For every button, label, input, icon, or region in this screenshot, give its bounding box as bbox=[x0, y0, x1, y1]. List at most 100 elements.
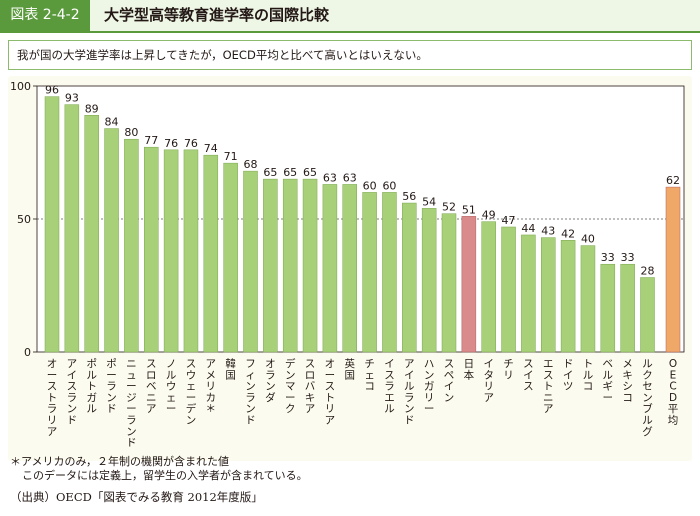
category-label: トルコ bbox=[583, 358, 594, 393]
bar bbox=[665, 186, 681, 353]
category-label: フィンランド bbox=[245, 358, 256, 427]
value-label: 40 bbox=[581, 233, 595, 246]
y-tick-label: 100 bbox=[10, 80, 31, 93]
category-label: スイス bbox=[523, 358, 534, 393]
bar bbox=[541, 237, 556, 353]
category-label: イタリア bbox=[483, 358, 494, 404]
bar bbox=[382, 192, 397, 353]
category-label: ドイツ bbox=[563, 358, 574, 393]
category-label: ベルギー bbox=[603, 358, 614, 404]
bar bbox=[183, 149, 199, 353]
value-label: 44 bbox=[521, 222, 535, 235]
bar bbox=[124, 138, 139, 353]
footnote-line-2: このデータには定義上，留学生の入学者が含まれている。 bbox=[22, 469, 308, 482]
bar bbox=[223, 162, 238, 353]
category-label: アイスランド bbox=[67, 358, 78, 427]
category-label: オーストリア bbox=[325, 358, 336, 427]
category-label: ポーランド bbox=[106, 358, 117, 415]
bar-chart: 0 50 100 96 オーストラリア 93 アイスランド 89 ポルトガル 84 ポーランド 80 ニ… bbox=[10, 80, 685, 449]
value-label: 60 bbox=[363, 179, 377, 192]
bar bbox=[104, 128, 119, 353]
y-tick-label: 50 bbox=[17, 213, 31, 226]
category-label: チリ bbox=[503, 358, 514, 381]
bar bbox=[560, 240, 576, 353]
figure-header: 図表 2-4-2 大学型高等教育進学率の国際比較 bbox=[0, 0, 700, 31]
bar bbox=[342, 184, 357, 353]
value-label: 49 bbox=[482, 209, 496, 222]
bar bbox=[84, 115, 99, 353]
category-label: 日本 bbox=[464, 358, 475, 381]
bar bbox=[600, 263, 616, 353]
value-label: 28 bbox=[641, 265, 655, 278]
category-label: ルクセンブルグ bbox=[642, 358, 653, 438]
header-divider bbox=[0, 31, 700, 33]
category-label: ポルトガル bbox=[86, 358, 97, 415]
value-label: 62 bbox=[666, 174, 680, 187]
value-label: 65 bbox=[283, 166, 297, 179]
value-label: 51 bbox=[462, 203, 476, 216]
category-label: メキシコ bbox=[622, 358, 633, 404]
bar bbox=[144, 146, 159, 353]
value-label: 54 bbox=[422, 195, 436, 208]
value-label: 42 bbox=[561, 227, 575, 240]
value-label: 63 bbox=[343, 171, 357, 184]
value-label: 56 bbox=[402, 190, 416, 203]
category-label: スペイン bbox=[444, 358, 455, 404]
bar bbox=[263, 178, 278, 353]
value-label: 65 bbox=[303, 166, 317, 179]
value-label: 80 bbox=[124, 126, 138, 139]
summary-box: 我が国の大学進学率は上昇してきたが，OECD平均と比べて高いとはいえない。 bbox=[8, 40, 692, 70]
chart-panel: 0 50 100 96 オーストラリア 93 アイスランド 89 ポルトガル 84 ポーランド 80 ニ… bbox=[8, 76, 692, 461]
category-label: オランダ bbox=[265, 358, 276, 404]
category-label: 韓国 bbox=[225, 358, 236, 381]
value-label: 65 bbox=[263, 166, 277, 179]
value-label: 43 bbox=[541, 225, 555, 238]
category-label: アイルランド bbox=[404, 358, 415, 427]
category-label: ニュージーランド bbox=[126, 358, 137, 449]
category-label: スウェーデン bbox=[186, 358, 197, 427]
value-label: 47 bbox=[502, 214, 516, 227]
bar bbox=[402, 202, 417, 353]
source-citation: （出典）OECD「図表でみる教育 2012年度版」 bbox=[10, 490, 263, 504]
y-tick-label: 0 bbox=[24, 346, 31, 359]
value-label: 84 bbox=[105, 116, 119, 129]
category-label: イスラエル bbox=[384, 358, 395, 415]
category-label: ハンガリー bbox=[424, 358, 435, 415]
value-label: 96 bbox=[45, 84, 59, 97]
category-label: エストニア bbox=[543, 358, 554, 415]
bar bbox=[64, 104, 80, 353]
value-label: 74 bbox=[204, 142, 218, 155]
value-label: 76 bbox=[184, 137, 198, 150]
value-label: 71 bbox=[224, 150, 238, 163]
value-label: 52 bbox=[442, 201, 456, 214]
value-label: 63 bbox=[323, 171, 337, 184]
bar bbox=[44, 96, 60, 353]
value-label: 68 bbox=[244, 158, 258, 171]
bar bbox=[243, 170, 258, 353]
value-label: 33 bbox=[621, 251, 635, 264]
bar bbox=[362, 192, 377, 353]
category-label: チェコ bbox=[364, 358, 375, 393]
value-label: 60 bbox=[382, 179, 396, 192]
bar bbox=[640, 277, 655, 353]
bar bbox=[580, 245, 596, 353]
bar bbox=[421, 208, 437, 353]
value-label: 76 bbox=[164, 137, 178, 150]
bar bbox=[302, 178, 318, 353]
bar bbox=[620, 263, 635, 353]
footnote: ＊アメリカのみ，２年制の機関が含まれた値 このデータには定義上，留学生の入学者が… bbox=[10, 455, 308, 483]
category-label: ノルウェー bbox=[166, 358, 177, 415]
value-label: 93 bbox=[65, 92, 79, 105]
category-label: スロバキア bbox=[305, 358, 316, 415]
category-label: デンマーク bbox=[285, 357, 296, 415]
category-label: アメリカ＊ bbox=[206, 358, 217, 415]
figure-title: 大学型高等教育進学率の国際比較 bbox=[104, 6, 330, 24]
bar bbox=[481, 221, 496, 353]
bar bbox=[203, 154, 219, 353]
category-label: スロベニア bbox=[146, 358, 157, 415]
category-label: オーストラリア bbox=[47, 358, 58, 438]
bar bbox=[441, 213, 457, 353]
bar bbox=[282, 178, 298, 353]
category-label: O E C D 平均 bbox=[668, 358, 679, 427]
bar bbox=[501, 226, 516, 353]
